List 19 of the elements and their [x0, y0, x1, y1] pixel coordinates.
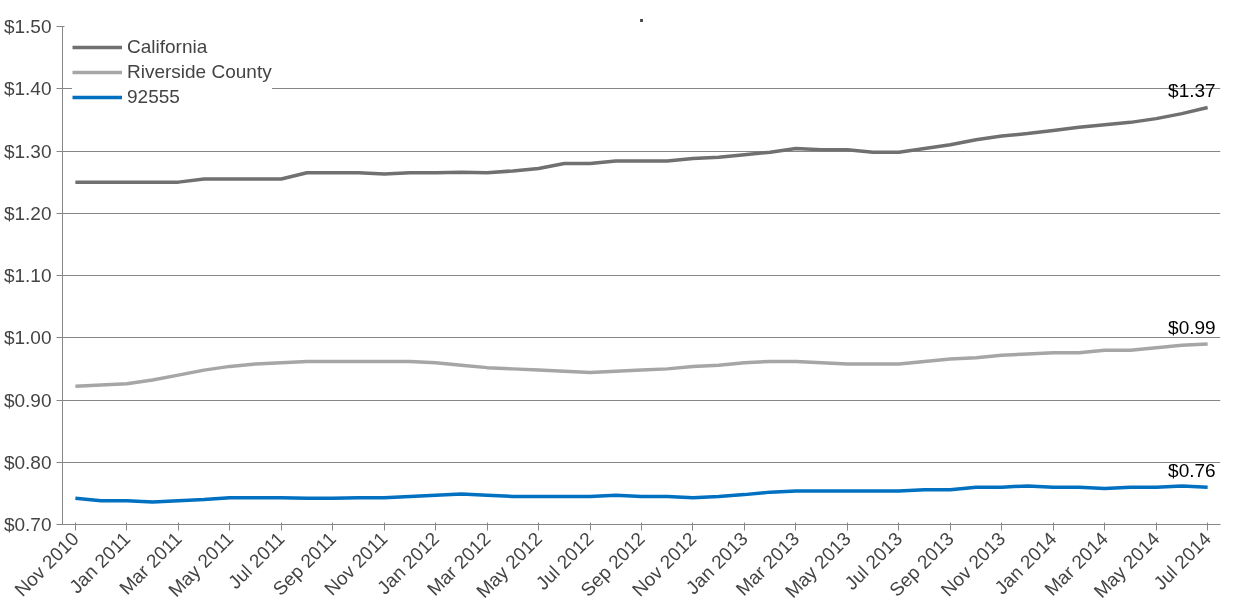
y-tick-label: $0.90	[3, 389, 52, 411]
data-label: $0.99	[1168, 316, 1216, 338]
chart-title: .	[638, 3, 645, 26]
legend-label: California	[127, 36, 208, 58]
line-series	[73, 105, 1210, 184]
y-tick-label: $1.30	[3, 140, 52, 162]
y-tick-label: $1.40	[3, 78, 52, 100]
y-tick-label: $0.70	[3, 514, 52, 535]
line-series	[73, 342, 1210, 389]
y-tick-label: $1.00	[3, 327, 52, 349]
legend-label: Riverside County	[127, 61, 272, 83]
y-tick-label: $1.20	[3, 202, 52, 224]
data-label: $0.76	[1168, 460, 1216, 482]
data-label: $1.37	[1168, 80, 1216, 102]
line-series	[73, 484, 1210, 504]
y-tick-label: $1.50	[3, 16, 52, 37]
y-tick-label: $1.10	[3, 265, 52, 286]
legend-label: 92555	[127, 86, 180, 108]
y-tick-label: $0.80	[3, 451, 52, 473]
